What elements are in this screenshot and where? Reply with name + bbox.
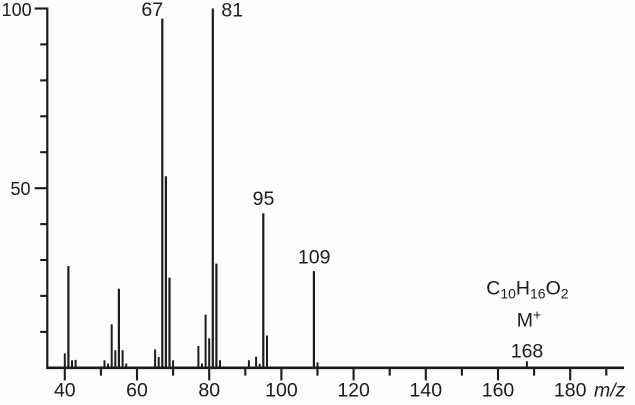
svg-text:67: 67 (141, 0, 163, 21)
svg-text:120: 120 (337, 380, 370, 400)
svg-text:81: 81 (221, 0, 243, 21)
svg-text:100: 100 (2, 0, 32, 20)
svg-text:m/z: m/z (594, 380, 626, 400)
svg-text:168: 168 (511, 340, 544, 362)
svg-text:50: 50 (10, 179, 30, 199)
svg-text:C10H16O2: C10H16O2 (486, 277, 569, 301)
svg-text:100: 100 (265, 380, 298, 400)
svg-text:180: 180 (554, 380, 587, 400)
svg-text:160: 160 (482, 380, 515, 400)
svg-text:40: 40 (54, 380, 76, 400)
svg-text:80: 80 (198, 380, 220, 400)
svg-text:60: 60 (126, 380, 148, 400)
svg-text:M+: M+ (517, 307, 541, 332)
svg-text:140: 140 (410, 380, 443, 400)
svg-text:109: 109 (298, 247, 331, 269)
svg-text:95: 95 (253, 188, 275, 210)
